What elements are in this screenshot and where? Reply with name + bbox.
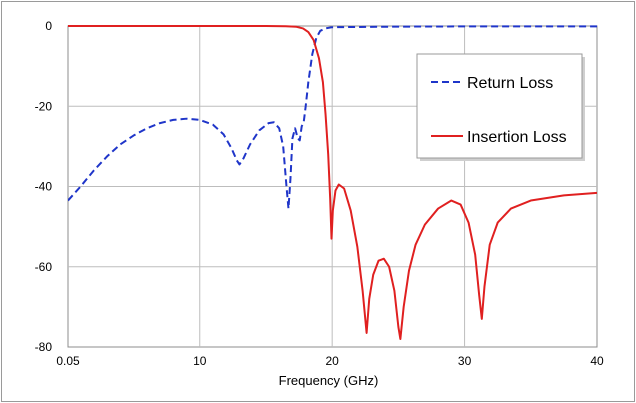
y-tick-label: 0 (45, 19, 52, 33)
y-tick-label: -40 (35, 180, 53, 194)
series-line-insertion-loss (68, 25, 597, 340)
x-tick-label: 10 (193, 354, 207, 368)
legend-label: Insertion Loss (467, 129, 567, 146)
x-tick-label: 40 (590, 354, 604, 368)
x-tick-label: 30 (458, 354, 472, 368)
x-tick-label: 0.05 (56, 354, 80, 368)
y-tick-label: -60 (35, 260, 53, 274)
legend-label: Return Loss (467, 75, 553, 92)
y-tick-label: -80 (35, 340, 53, 354)
x-tick-label: 20 (325, 354, 339, 368)
x-axis-title: Frequency (GHz) (279, 373, 379, 388)
y-tick-label: -20 (35, 99, 53, 113)
legend-box (416, 53, 583, 159)
series-line-return-loss (68, 25, 597, 210)
